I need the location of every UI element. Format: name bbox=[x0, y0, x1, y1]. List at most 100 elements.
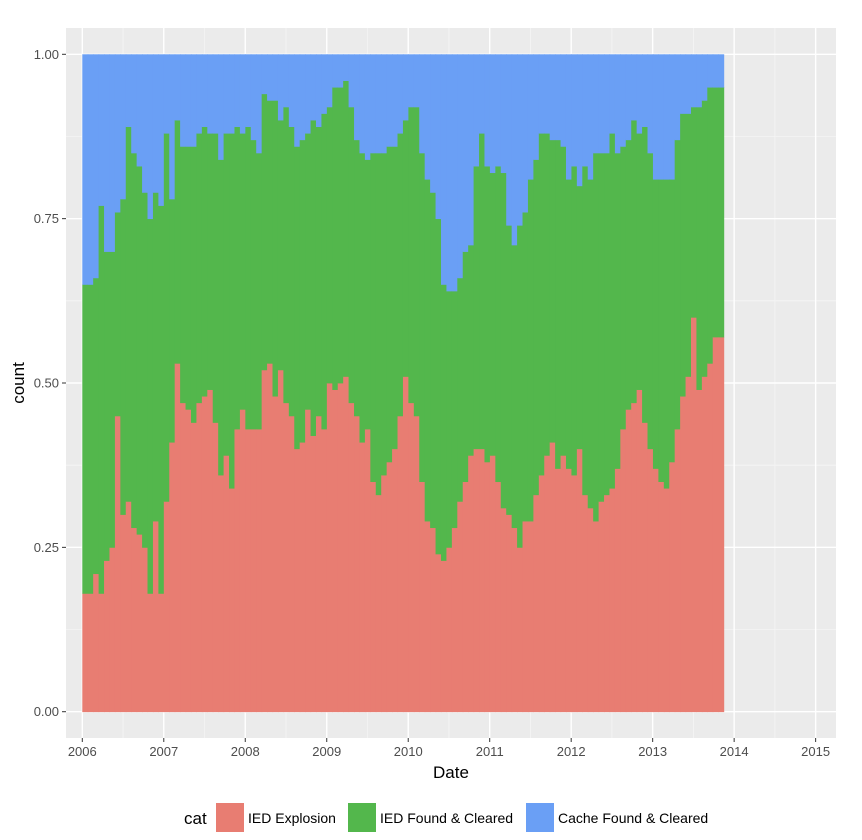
bar-segment-ied-explosion bbox=[315, 415, 323, 713]
bar-segment-ied-explosion bbox=[229, 488, 236, 713]
bar-segment-ied-explosion bbox=[201, 396, 208, 713]
bar-segment-ied-explosion bbox=[614, 468, 621, 713]
bar-segment-ied-found-cleared bbox=[506, 225, 513, 515]
bar-segment-ied-found-cleared bbox=[142, 192, 149, 548]
bar-segment-ied-explosion bbox=[370, 481, 377, 713]
bar-segment-ied-found-cleared bbox=[229, 133, 236, 489]
bar-segment-ied-found-cleared bbox=[500, 172, 507, 509]
bar-segment-cache-found-cleared bbox=[582, 54, 589, 167]
bar-segment-ied-found-cleared bbox=[468, 244, 475, 456]
bar-segment-ied-explosion bbox=[424, 521, 431, 713]
bar-segment-ied-found-cleared bbox=[663, 179, 670, 489]
bar-segment-cache-found-cleared bbox=[424, 54, 431, 180]
legend-key-ied-found-cleared bbox=[348, 803, 376, 832]
bar-segment-cache-found-cleared bbox=[636, 54, 643, 134]
bar-segment-ied-found-cleared bbox=[169, 198, 176, 443]
bar-segment-cache-found-cleared bbox=[152, 54, 159, 193]
bar-segment-ied-explosion bbox=[565, 468, 573, 713]
bar-segment-ied-found-cleared bbox=[473, 166, 480, 450]
bar-segment-ied-found-cleared bbox=[625, 139, 632, 410]
bar-segment-ied-explosion bbox=[430, 527, 437, 713]
bar-segment-cache-found-cleared bbox=[375, 54, 382, 154]
bar-segment-ied-explosion bbox=[636, 389, 643, 713]
bar-segment-ied-found-cleared bbox=[636, 133, 643, 390]
bar-segment-cache-found-cleared bbox=[201, 54, 208, 128]
bar-segment-ied-found-cleared bbox=[239, 133, 246, 410]
bar-segment-ied-explosion bbox=[256, 429, 263, 713]
bar-segment-ied-explosion bbox=[440, 560, 448, 713]
bar-segment-ied-found-cleared bbox=[125, 126, 132, 502]
bar-segment-ied-found-cleared bbox=[277, 120, 284, 371]
bar-segment-cache-found-cleared bbox=[245, 54, 252, 128]
bar-segment-cache-found-cleared bbox=[392, 54, 399, 147]
bar-segment-ied-explosion bbox=[413, 415, 420, 713]
bar-segment-ied-found-cleared bbox=[408, 106, 415, 404]
bar-segment-ied-explosion bbox=[174, 363, 181, 713]
bar-segment-cache-found-cleared bbox=[712, 54, 719, 88]
bar-segment-cache-found-cleared bbox=[473, 54, 480, 167]
bar-segment-ied-found-cleared bbox=[538, 133, 545, 476]
bar-segment-cache-found-cleared bbox=[158, 54, 165, 206]
bar-segment-cache-found-cleared bbox=[419, 54, 426, 154]
bar-segment-ied-explosion bbox=[462, 481, 469, 713]
bar-segment-cache-found-cleared bbox=[131, 54, 138, 154]
bar-segment-cache-found-cleared bbox=[207, 54, 214, 134]
x-axis: 2006 2007 2008 2009 2010 2011 2012 2013 2014 2015 bbox=[68, 738, 830, 759]
y-axis: 0.00 0.25 0.50 0.75 1.00 bbox=[34, 47, 66, 719]
y-tick-label: 0.75 bbox=[34, 211, 59, 226]
bar-segment-ied-explosion bbox=[386, 461, 393, 713]
bar-segment-ied-explosion bbox=[663, 488, 670, 713]
y-tick-label: 1.00 bbox=[34, 47, 59, 62]
bar-segment-cache-found-cleared bbox=[691, 54, 698, 108]
bar-segment-ied-found-cleared bbox=[446, 290, 453, 548]
bar-segment-ied-found-cleared bbox=[397, 133, 404, 417]
bar-segment-ied-found-cleared bbox=[185, 146, 192, 410]
bar-segment-ied-found-cleared bbox=[527, 179, 534, 522]
bar-segment-ied-found-cleared bbox=[718, 87, 725, 338]
bar-segment-ied-explosion bbox=[87, 593, 94, 713]
bar-segment-ied-explosion bbox=[212, 422, 219, 713]
bar-segment-ied-explosion bbox=[446, 547, 453, 713]
bar-segment-ied-found-cleared bbox=[234, 126, 241, 430]
bar-segment-ied-found-cleared bbox=[98, 205, 105, 594]
bar-segment-cache-found-cleared bbox=[163, 54, 170, 134]
bar-segment-cache-found-cleared bbox=[625, 54, 632, 141]
bar-segment-ied-explosion bbox=[288, 415, 295, 713]
legend-label: Cache Found & Cleared bbox=[558, 810, 708, 826]
bar-segment-ied-explosion bbox=[277, 369, 284, 713]
bar-segment-ied-found-cleared bbox=[196, 133, 203, 404]
bar-segment-ied-explosion bbox=[114, 415, 121, 713]
bar-segment-ied-explosion bbox=[131, 527, 138, 713]
bar-segment-ied-explosion bbox=[419, 481, 426, 713]
bar-segment-ied-explosion bbox=[457, 501, 464, 713]
bar-segment-ied-explosion bbox=[196, 402, 203, 713]
bar-segment-ied-explosion bbox=[343, 376, 350, 713]
bar-segment-ied-found-cleared bbox=[82, 284, 89, 594]
bar-segment-ied-explosion bbox=[707, 363, 714, 713]
bar-segment-ied-found-cleared bbox=[305, 133, 312, 410]
legend-title: cat bbox=[184, 809, 207, 828]
bar-segment-cache-found-cleared bbox=[511, 54, 518, 246]
legend-key-cache-found-cleared bbox=[526, 803, 554, 832]
bar-segment-ied-explosion bbox=[560, 455, 567, 713]
bar-segment-ied-found-cleared bbox=[604, 152, 611, 496]
x-tick-label: 2008 bbox=[231, 744, 260, 759]
bar-segment-ied-found-cleared bbox=[256, 152, 263, 430]
bar-segment-ied-found-cleared bbox=[440, 284, 448, 561]
bar-segment-ied-found-cleared bbox=[343, 80, 350, 377]
bar-segment-cache-found-cleared bbox=[288, 54, 295, 128]
bar-segment-ied-explosion bbox=[93, 573, 100, 713]
bar-segment-ied-explosion bbox=[207, 389, 214, 713]
bar-segment-ied-found-cleared bbox=[522, 212, 529, 522]
bar-segment-cache-found-cleared bbox=[354, 54, 361, 141]
bar-segment-ied-explosion bbox=[321, 429, 328, 713]
bar-segment-cache-found-cleared bbox=[500, 54, 507, 174]
bar-segment-ied-found-cleared bbox=[218, 159, 225, 476]
bar-segment-cache-found-cleared bbox=[348, 54, 355, 108]
bar-segment-ied-found-cleared bbox=[190, 146, 198, 423]
bar-segment-ied-found-cleared bbox=[370, 152, 377, 483]
bar-segment-cache-found-cleared bbox=[104, 54, 111, 252]
bar-segment-ied-found-cleared bbox=[326, 106, 333, 384]
bar-segment-cache-found-cleared bbox=[571, 54, 578, 167]
bar-segment-ied-explosion bbox=[571, 475, 578, 713]
